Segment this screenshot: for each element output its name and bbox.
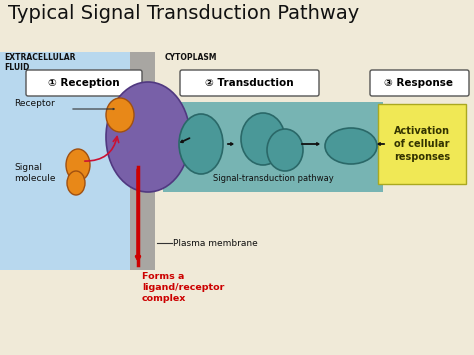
Ellipse shape bbox=[179, 114, 223, 174]
FancyBboxPatch shape bbox=[0, 52, 130, 270]
FancyBboxPatch shape bbox=[0, 52, 474, 270]
Text: CYTOPLASM: CYTOPLASM bbox=[165, 53, 218, 62]
FancyBboxPatch shape bbox=[180, 70, 319, 96]
FancyBboxPatch shape bbox=[130, 52, 155, 270]
Text: EXTRACELLULAR
FLUID: EXTRACELLULAR FLUID bbox=[4, 53, 75, 72]
Ellipse shape bbox=[67, 171, 85, 195]
Text: Forms a
ligand/receptor
complex: Forms a ligand/receptor complex bbox=[142, 272, 224, 303]
Ellipse shape bbox=[106, 98, 134, 132]
Ellipse shape bbox=[66, 149, 90, 181]
FancyBboxPatch shape bbox=[26, 70, 142, 96]
Text: Signal
molecule: Signal molecule bbox=[14, 163, 55, 183]
Text: Plasma membrane: Plasma membrane bbox=[173, 239, 258, 247]
FancyBboxPatch shape bbox=[370, 70, 469, 96]
Ellipse shape bbox=[241, 113, 285, 165]
Ellipse shape bbox=[106, 82, 190, 192]
Ellipse shape bbox=[267, 129, 303, 171]
Text: Signal-transduction pathway: Signal-transduction pathway bbox=[213, 174, 333, 183]
FancyBboxPatch shape bbox=[163, 102, 383, 192]
Text: Typical Signal Transduction Pathway: Typical Signal Transduction Pathway bbox=[8, 4, 359, 23]
Text: ① Reception: ① Reception bbox=[48, 78, 120, 88]
FancyBboxPatch shape bbox=[378, 104, 466, 184]
Text: ③ Response: ③ Response bbox=[384, 78, 454, 88]
Text: Activation
of cellular
responses: Activation of cellular responses bbox=[394, 126, 450, 162]
Ellipse shape bbox=[325, 128, 377, 164]
Text: ② Transduction: ② Transduction bbox=[205, 78, 293, 88]
Text: Receptor: Receptor bbox=[14, 99, 55, 108]
